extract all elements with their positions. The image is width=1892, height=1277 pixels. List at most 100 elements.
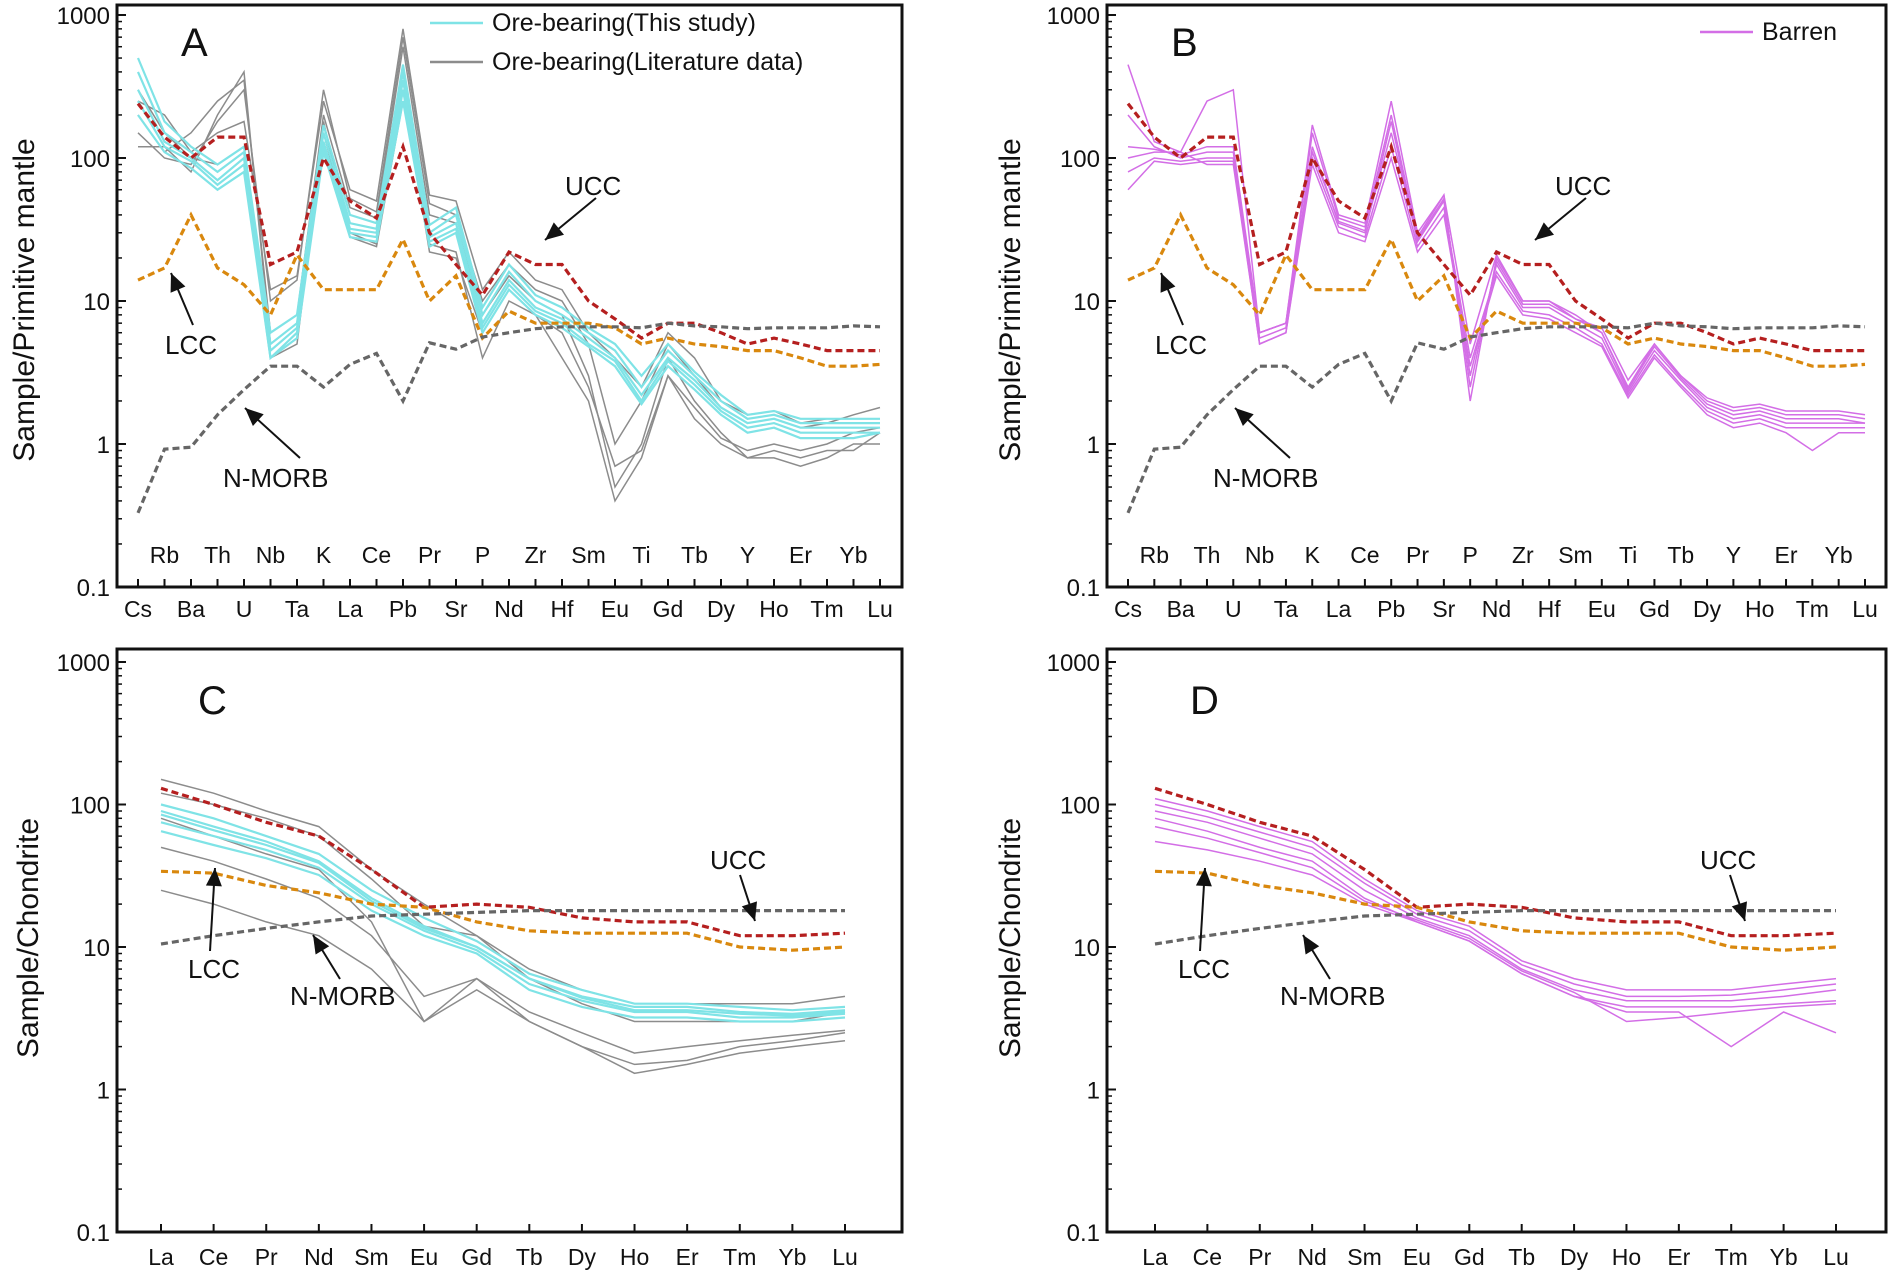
y-tick-label: 10 (83, 935, 110, 962)
sample-line (160, 778, 846, 1023)
panel-label: A (181, 21, 208, 65)
annotation-ucc: UCC (565, 171, 621, 201)
x-tick-label: P (475, 542, 490, 568)
sample-line (138, 69, 881, 468)
reference-line-lcc (137, 211, 881, 368)
x-tick-label: Eu (601, 596, 629, 622)
x-tick-label: U (1225, 596, 1242, 622)
arrow-head (545, 222, 564, 240)
x-tick-label: Ti (632, 542, 650, 568)
x-tick-label: Sm (571, 542, 606, 568)
x-tick-label: Nb (1245, 542, 1274, 568)
y-tick-label: 0.1 (77, 1220, 110, 1247)
y-tick-label: 0.1 (1067, 575, 1100, 602)
x-tick-label: Gd (461, 1244, 492, 1270)
x-tick-label: Gd (1454, 1244, 1485, 1270)
annotation-lcc: LCC (1155, 330, 1207, 360)
x-tick-label: Dy (1693, 596, 1722, 622)
reference-line-lcc (160, 869, 846, 952)
annotation-ucc: UCC (1700, 845, 1756, 875)
x-tick-label: Pr (418, 542, 441, 568)
panel-label: D (1190, 679, 1219, 723)
annotation-ucc: UCC (1555, 171, 1611, 201)
arrow-head (245, 408, 264, 426)
reference-line-n-morb (1154, 908, 1836, 946)
x-tick-label: P (1463, 542, 1478, 568)
x-tick-label: Er (1775, 542, 1798, 568)
sample-line (1154, 825, 1837, 1023)
x-tick-label: Lu (1852, 596, 1878, 622)
x-tick-label: Rb (1140, 542, 1169, 568)
x-tick-label: Ho (1745, 596, 1774, 622)
panel-c: 0.1 1 10 100 1000 La Ce Pr Nd Sm Eu Gd Tb Dy Ho Er Tm Yb L… (12, 647, 904, 1270)
x-tick-label: Sr (1432, 596, 1455, 622)
arrow-head (205, 868, 222, 887)
x-tick-label: Ho (759, 596, 788, 622)
x-tick-label: Hf (551, 596, 575, 622)
sample-line (137, 89, 880, 434)
x-tick-label: Y (1726, 542, 1741, 568)
x-tick-label: Gd (653, 596, 684, 622)
annotation-lcc: LCC (188, 954, 240, 984)
annotation-lcc: LCC (1178, 954, 1230, 984)
annotation-n-morb: N-MORB (1213, 463, 1318, 493)
x-tick-label: Gd (1639, 596, 1670, 622)
x-tick-label: Th (1194, 542, 1221, 568)
x-tick-label: Yb (1770, 1244, 1798, 1270)
x-tick-label: Lu (1823, 1244, 1849, 1270)
arrow-head (1160, 273, 1176, 293)
x-tick-label: Lu (867, 596, 893, 622)
sample-line (160, 889, 846, 1075)
x-tick-label: Tm (1715, 1244, 1748, 1270)
sample-line (160, 821, 846, 1019)
x-tick-label: Sm (354, 1244, 389, 1270)
x-tick-label: Yb (839, 542, 867, 568)
y-tick-label: 1000 (1047, 650, 1100, 677)
x-tick-label: Ho (620, 1244, 649, 1270)
x-tick-label: K (1305, 542, 1321, 568)
panel-b: 0.1 1 10 100 1000 Cs Rb Ba Th U Nb Ta K La Ce Pb Pr Sr P Nd… (994, 3, 1888, 622)
y-axis-label: Sample/Chondrite (12, 818, 45, 1058)
x-tick-label: Dy (568, 1244, 597, 1270)
x-tick-label: Pr (1406, 542, 1429, 568)
panel-label: B (1171, 21, 1198, 65)
annotation-n-morb: N-MORB (1280, 981, 1385, 1011)
y-tick-label: 1 (1087, 1078, 1100, 1105)
y-tick-label: 0.1 (1067, 1220, 1100, 1247)
x-tick-label: Ti (1619, 542, 1637, 568)
y-axis-label: Sample/Primitive mantle (994, 138, 1027, 461)
arrow-head (1235, 408, 1254, 426)
x-tick-label: Er (1667, 1244, 1690, 1270)
y-tick-label: 10 (1073, 289, 1100, 316)
x-tick-label: Er (676, 1244, 699, 1270)
x-tick-label: Nb (256, 542, 285, 568)
panel-a: 0.1 1 10 100 1000 Cs Rb Ba Th U Nb Ta K La Ce Pb Pr Sr P Nd… (8, 3, 904, 622)
x-tick-label: Cs (1114, 596, 1142, 622)
x-tick-label: Zr (525, 542, 547, 568)
sample-line (160, 846, 846, 1054)
sample-line (160, 817, 846, 1066)
x-tick-label: Yb (778, 1244, 806, 1270)
x-tick-label: Ce (199, 1244, 228, 1270)
annotation-n-morb: N-MORB (290, 981, 395, 1011)
y-tick-label: 1 (97, 1078, 110, 1105)
plot-frame (115, 3, 904, 589)
y-axis-label: Sample/Chondrite (994, 818, 1027, 1058)
arrow-head (1535, 222, 1554, 240)
plot-frame (1105, 3, 1888, 589)
x-tick-label: Zr (1512, 542, 1534, 568)
x-tick-label: Ce (1350, 542, 1379, 568)
x-tick-label: Nd (494, 596, 523, 622)
y-tick-label: 10 (83, 289, 110, 316)
x-tick-label: La (1326, 596, 1352, 622)
x-tick-label: Rb (150, 542, 179, 568)
reference-line-n-morb (160, 908, 845, 946)
x-tick-label: Tb (516, 1244, 543, 1270)
reference-line-n-morb (1126, 321, 1866, 514)
reference-line-ucc (136, 102, 880, 353)
sample-line (136, 57, 880, 420)
x-tick-label: Sr (445, 596, 468, 622)
x-tick-label: Lu (832, 1244, 858, 1270)
legend-label: Ore-bearing(This study) (492, 9, 756, 37)
